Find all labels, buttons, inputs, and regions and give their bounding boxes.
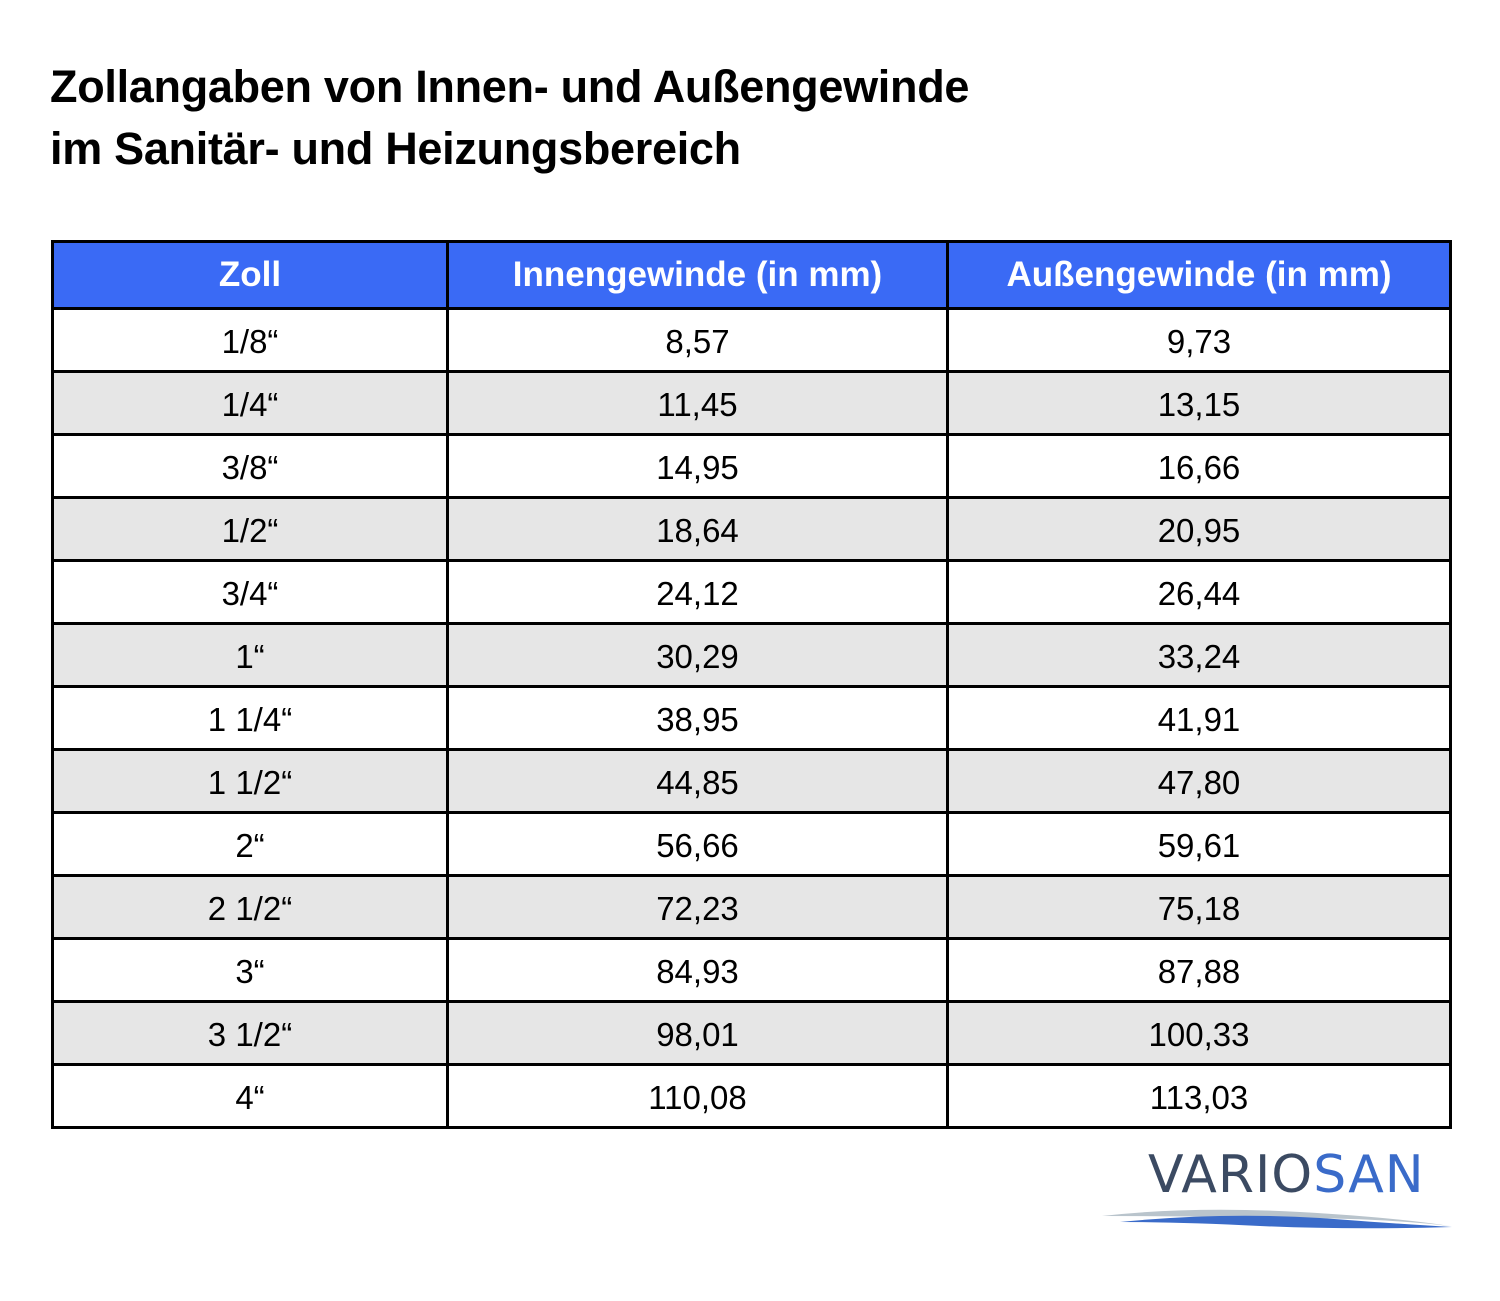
table-cell: 56,66 xyxy=(446,811,949,877)
table-row: 1/8“ 8,57 9,73 xyxy=(51,307,1452,373)
title: Zollangaben von Innen- und Außengewinde i… xyxy=(50,56,969,180)
table-row: 1“ 30,29 33,24 xyxy=(51,622,1452,688)
table-cell: 3 1/2“ xyxy=(51,1000,449,1066)
table-row: 3/8“ 14,95 16,66 xyxy=(51,433,1452,499)
thread-table: Zoll Innengewinde (in mm) Außengewinde (in… xyxy=(51,240,1452,1129)
table-cell: 9,73 xyxy=(946,307,1452,373)
table-cell: 2 1/2“ xyxy=(51,874,449,940)
title-line: Zollangaben von Innen- und Außengewinde xyxy=(50,61,970,112)
table-body: 1/8“ 8,57 9,73 1/4“ 11,45 13,15 3/8“ 14,95 16,66… xyxy=(51,307,1452,1129)
table-cell: 26,44 xyxy=(946,559,1452,625)
table-cell: 11,45 xyxy=(446,370,949,436)
table-cell: 4“ xyxy=(51,1063,449,1129)
table-cell: 1“ xyxy=(51,622,449,688)
table-row: 3/4“ 24,12 26,44 xyxy=(51,559,1452,625)
table-cell: 59,61 xyxy=(946,811,1452,877)
column-header: Innengewinde (in mm) xyxy=(446,240,949,310)
table-row: 2“ 56,66 59,61 xyxy=(51,811,1452,877)
table-cell: 1/8“ xyxy=(51,307,449,373)
logo-text: VARIOSAN xyxy=(1148,1145,1425,1205)
table-row: 1 1/2“ 44,85 47,80 xyxy=(51,748,1452,814)
logo-wave xyxy=(1102,1209,1452,1229)
table-cell: 3/4“ xyxy=(51,559,449,625)
table-cell: 1 1/2“ xyxy=(51,748,449,814)
header-row: Zoll Innengewinde (in mm) Außengewinde (in… xyxy=(51,240,1452,310)
table-cell: 84,93 xyxy=(446,937,949,1003)
table-row: 1/2“ 18,64 20,95 xyxy=(51,496,1452,562)
table-cell: 113,03 xyxy=(946,1063,1452,1129)
table-row: 3 1/2“ 98,01 100,33 xyxy=(51,1000,1452,1066)
table-row: 4“ 110,08 113,03 xyxy=(51,1063,1452,1129)
table-cell: 20,95 xyxy=(946,496,1452,562)
table-cell: 24,12 xyxy=(446,559,949,625)
table-cell: 16,66 xyxy=(946,433,1452,499)
table-cell: 14,95 xyxy=(446,433,949,499)
logo-part: VARIO xyxy=(1148,1145,1314,1205)
logo: VARIOSAN xyxy=(1100,1145,1460,1235)
table-cell: 87,88 xyxy=(946,937,1452,1003)
table-row: 2 1/2“ 72,23 75,18 xyxy=(51,874,1452,940)
table-cell: 3/8“ xyxy=(51,433,449,499)
table-cell: 3“ xyxy=(51,937,449,1003)
table-cell: 1/4“ xyxy=(51,370,449,436)
table-cell: 2“ xyxy=(51,811,449,877)
column-header: Außengewinde (in mm) xyxy=(946,240,1452,310)
table-cell: 75,18 xyxy=(946,874,1452,940)
table-row: 1/4“ 11,45 13,15 xyxy=(51,370,1452,436)
table-cell: 30,29 xyxy=(446,622,949,688)
table-cell: 33,24 xyxy=(946,622,1452,688)
table-cell: 110,08 xyxy=(446,1063,949,1129)
table-cell: 41,91 xyxy=(946,685,1452,751)
table-cell: 44,85 xyxy=(446,748,949,814)
table-cell: 13,15 xyxy=(946,370,1452,436)
table-cell: 8,57 xyxy=(446,307,949,373)
table-cell: 38,95 xyxy=(446,685,949,751)
table-cell: 100,33 xyxy=(946,1000,1452,1066)
table-cell: 98,01 xyxy=(446,1000,949,1066)
table-cell: 72,23 xyxy=(446,874,949,940)
column-header: Zoll xyxy=(51,240,449,310)
table-cell: 1 1/4“ xyxy=(51,685,449,751)
table-cell: 18,64 xyxy=(446,496,949,562)
table-cell: 47,80 xyxy=(946,748,1452,814)
title-line: im Sanitär- und Heizungsbereich xyxy=(50,123,741,174)
table-row: 1 1/4“ 38,95 41,91 xyxy=(51,685,1452,751)
table-cell: 1/2“ xyxy=(51,496,449,562)
table-row: 3“ 84,93 87,88 xyxy=(51,937,1452,1003)
logo-part: SAN xyxy=(1313,1145,1425,1205)
